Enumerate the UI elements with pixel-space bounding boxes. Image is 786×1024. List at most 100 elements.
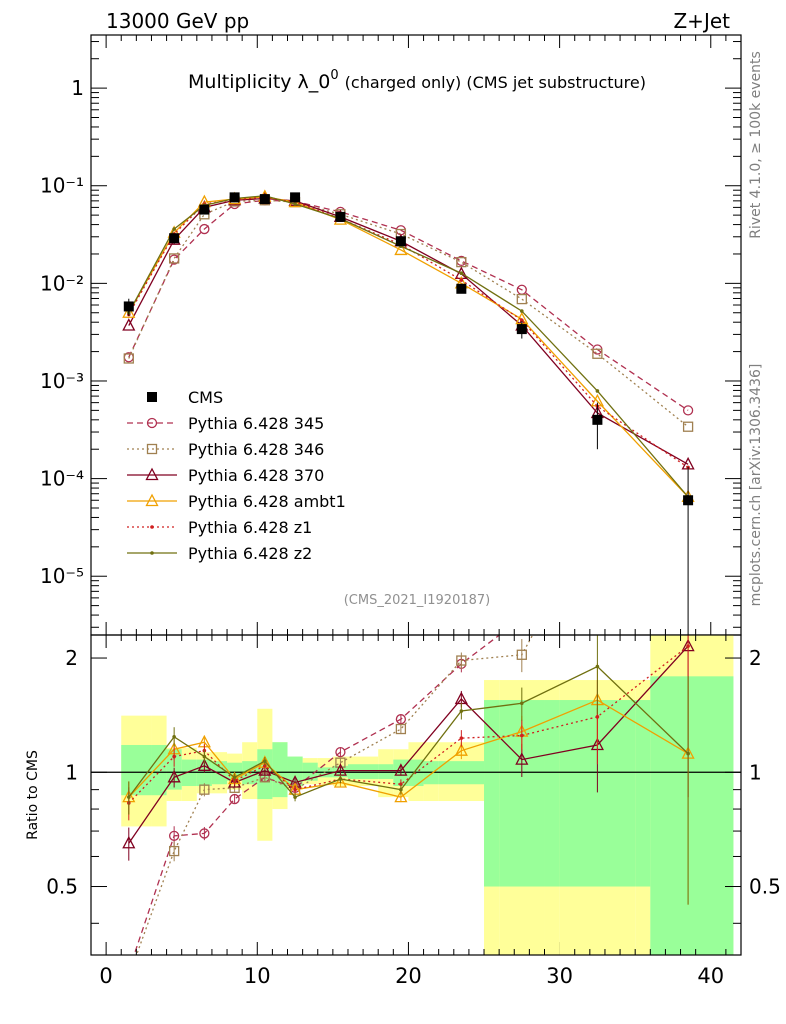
ratio-point-345 xyxy=(229,793,240,805)
band-inner xyxy=(484,700,500,887)
ratio-point-346 xyxy=(456,655,467,666)
ratio-point-z2 xyxy=(595,664,600,669)
ratio-tick-label: 1 xyxy=(65,760,78,784)
point-z2 xyxy=(293,202,297,206)
point-ambt1 xyxy=(122,305,136,318)
ratio-line-z2 xyxy=(128,665,689,798)
cms-point xyxy=(335,211,346,222)
ratio-tick-label-right: 0.5 xyxy=(749,875,781,899)
band-inner xyxy=(378,764,394,780)
x-tick-label: 40 xyxy=(697,964,724,988)
ratio-tick-label-right: 1 xyxy=(749,760,762,784)
analysis-label: (CMS_2021_I1920187) xyxy=(344,593,491,608)
cms-point xyxy=(123,301,134,312)
x-tick-label: 20 xyxy=(395,964,422,988)
ratio-point-z2 xyxy=(399,787,403,792)
ratio-point-345 xyxy=(199,828,210,839)
legend-marker xyxy=(146,417,158,429)
legend-label: Pythia 6.428 z1 xyxy=(188,518,312,537)
point-z2 xyxy=(595,389,600,393)
ratio-point-z1 xyxy=(172,754,176,759)
legend-marker xyxy=(145,467,159,481)
legend: CMS Pythia 6.428 345 Pythia 6.428 346 Pythi… xyxy=(127,388,346,563)
ratio-point-z1 xyxy=(686,644,690,648)
ratio-ylabel: Ratio to CMS xyxy=(25,750,41,840)
ratio-point-z2 xyxy=(293,795,297,799)
ratio-point-z2 xyxy=(202,754,207,759)
legend-marker xyxy=(146,443,158,455)
point-346 xyxy=(168,253,180,264)
band-inner xyxy=(650,676,734,955)
y-tick-label: 10⁻⁴ xyxy=(40,467,84,491)
cms-point xyxy=(516,324,527,335)
ratio-point-z1 xyxy=(399,782,403,787)
cms-point xyxy=(259,194,270,205)
point-345 xyxy=(682,405,694,416)
cms-point xyxy=(229,192,240,203)
cms-point xyxy=(683,495,694,506)
ratio-point-370 xyxy=(515,752,529,765)
band-inner xyxy=(151,744,167,796)
series-line-z2 xyxy=(128,195,689,498)
band-inner xyxy=(272,742,288,798)
legend-marker xyxy=(150,525,154,529)
x-tick-label: 0 xyxy=(99,964,112,988)
y-tick-label: 10⁻² xyxy=(40,271,84,295)
ratio-tick-label-right: 2 xyxy=(749,646,762,670)
legend-label: Pythia 6.428 ambt1 xyxy=(188,492,346,511)
point-346 xyxy=(592,348,603,359)
point-346 xyxy=(123,353,134,364)
point-345 xyxy=(199,223,210,235)
point-ambt1 xyxy=(394,242,408,256)
ratio-line-z1 xyxy=(128,645,689,804)
ratio-point-z2 xyxy=(263,759,267,763)
legend-label: Pythia 6.428 z2 xyxy=(188,544,312,563)
ratio-point-z2 xyxy=(686,751,690,756)
legend-marker xyxy=(145,493,159,507)
ratio-point-346 xyxy=(199,784,210,795)
ratio-tick-label: 0.5 xyxy=(46,875,78,899)
cms-point xyxy=(290,192,301,203)
ratio-line-370 xyxy=(128,645,689,844)
point-346 xyxy=(682,421,694,432)
series-line-370 xyxy=(128,197,689,465)
series-line-z1 xyxy=(128,196,689,469)
ratio-point-z2 xyxy=(126,795,131,799)
point-z2 xyxy=(459,271,464,276)
point-z1 xyxy=(459,278,464,282)
band-inner xyxy=(544,700,560,887)
ratio-frame xyxy=(90,634,742,956)
point-z2 xyxy=(172,227,176,231)
ratio-point-ambt1 xyxy=(333,775,347,788)
ratio-point-345 xyxy=(168,830,180,841)
ratio-point-z1 xyxy=(263,764,267,768)
legend-label: Pythia 6.428 345 xyxy=(188,414,324,433)
x-tick-label: 30 xyxy=(546,964,573,988)
legend-label: Pythia 6.428 370 xyxy=(188,466,324,485)
ratio-point-346 xyxy=(516,649,527,660)
ratio-point-370 xyxy=(394,763,408,776)
ratio-point-z1 xyxy=(459,736,464,740)
band-inner xyxy=(635,700,651,887)
ratio-point-370 xyxy=(228,775,242,788)
legend-marker xyxy=(150,551,154,555)
y-tick-label: 1 xyxy=(71,76,84,100)
ratio-point-ambt1 xyxy=(454,743,468,756)
ratio-point-z2 xyxy=(232,775,237,780)
ratio-point-370 xyxy=(197,758,211,771)
header-right: Z+Jet xyxy=(673,9,730,33)
ratio-point-z2 xyxy=(172,735,176,739)
ratio-point-370 xyxy=(122,835,136,849)
header-left: 13000 GeV pp xyxy=(106,9,249,33)
cms-point xyxy=(456,283,467,294)
ratio-point-z2 xyxy=(459,709,464,713)
ratio-panel: 0 10 20 30 40 2 2 1 1 0.5 0.5 Ratio to CMS xyxy=(25,35,781,988)
ratio-point-346 xyxy=(168,845,180,857)
legend-marker xyxy=(147,392,157,402)
point-370 xyxy=(122,318,136,331)
ratio-point-z1 xyxy=(293,787,297,792)
ratio-point-345 xyxy=(395,714,407,725)
series-line-345 xyxy=(128,199,689,411)
legend-label: CMS xyxy=(188,388,223,407)
upper-panel: 1 10⁻¹ 10⁻² 10⁻³ 10⁻⁴ 10⁻⁵ Multiplicity λ_00(… xyxy=(40,34,742,955)
